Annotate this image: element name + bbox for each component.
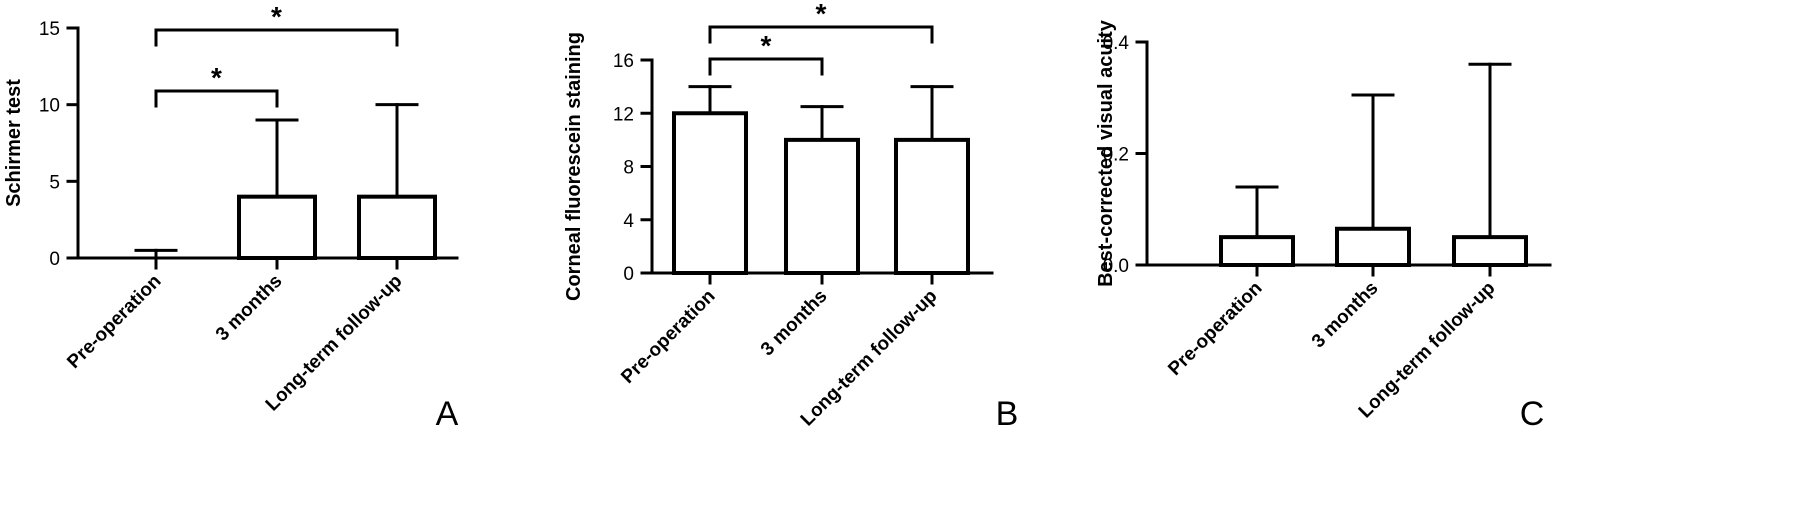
panel-letter: B: [996, 395, 1019, 433]
y-axis-title: Corneal fluorescein staining: [563, 32, 585, 301]
y-tick-label: 16: [613, 51, 634, 72]
significance-star: *: [271, 1, 282, 32]
x-tick-label: 3 months: [757, 286, 832, 361]
panel-letter: A: [436, 395, 459, 433]
panel-letter: C: [1520, 395, 1545, 433]
y-tick-label: 0.4: [1103, 33, 1130, 54]
x-tick-label: Pre-operation: [63, 271, 165, 373]
significance-star: *: [761, 30, 772, 61]
x-tick-label: 3 months: [212, 271, 287, 346]
y-axis-title: Schirmer test: [3, 79, 25, 207]
panel-a: 0 5 10 15 Schirmer test Pre-operation 3 months…: [3, 1, 459, 433]
bar: [1452, 235, 1528, 267]
significance-bracket: *: [708, 0, 934, 44]
y-tick-label: 10: [39, 96, 60, 117]
y-tick-label: 0.0: [1103, 256, 1129, 277]
bar: [237, 194, 317, 261]
y-tick-label: 5: [49, 172, 60, 193]
y-tick-label: 0: [623, 264, 634, 285]
significance-bracket: *: [708, 30, 824, 76]
y-tick-label: 12: [613, 104, 634, 125]
x-tick-label: Long-term follow-up: [262, 271, 407, 416]
bar: [784, 137, 860, 275]
significance-bracket: *: [154, 1, 399, 47]
bar: [357, 194, 437, 261]
x-tick-label: Pre-operation: [617, 286, 719, 388]
bar: [1219, 235, 1295, 267]
bar: [1335, 226, 1411, 267]
y-tick-label: 0: [49, 249, 60, 270]
significance-bracket: *: [154, 62, 279, 108]
x-tick-label: 3 months: [1308, 278, 1383, 353]
bar: [894, 137, 970, 275]
bar: [672, 111, 748, 275]
y-tick-label: 8: [623, 158, 634, 179]
significance-star: *: [816, 0, 827, 29]
x-tick-label: Long-term follow-up: [1355, 278, 1500, 423]
y-tick-label: 15: [39, 19, 60, 40]
y-axis-title: Best-corrected visual acuity: [1095, 19, 1117, 287]
significance-star: *: [211, 62, 222, 93]
panel-b: 0 4 8 12 16 Corneal fluorescein staining Pre-o…: [563, 0, 1018, 433]
y-tick-label: 0.2: [1103, 145, 1129, 166]
y-tick-label: 4: [623, 211, 634, 232]
x-tick-label: Pre-operation: [1164, 278, 1266, 380]
